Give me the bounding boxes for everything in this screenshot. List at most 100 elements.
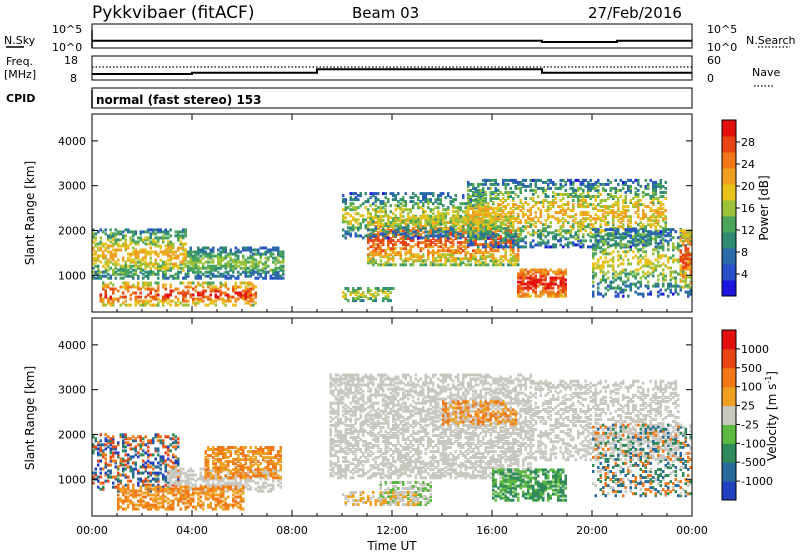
range-time-cell [687, 275, 690, 279]
range-time-cell [169, 293, 172, 297]
range-time-cell [152, 262, 155, 266]
range-time-cell [634, 221, 637, 225]
range-time-cell [394, 208, 397, 212]
colorbar-tick-label: 16 [741, 202, 755, 215]
range-time-cell [192, 260, 195, 264]
range-time-cell [399, 229, 402, 232]
range-time-cell [502, 259, 505, 263]
range-time-cell [522, 280, 525, 284]
range-time-cell [684, 277, 687, 281]
range-time-cell [592, 233, 595, 237]
range-time-cell [272, 268, 275, 272]
range-time-cell [609, 286, 612, 290]
range-time-cell [432, 241, 435, 245]
range-time-cell [472, 249, 475, 253]
range-time-cell [674, 290, 677, 294]
range-time-cell [559, 284, 562, 288]
range-time-cell [682, 233, 685, 237]
range-time-cell [172, 264, 175, 268]
range-time-cell [507, 182, 510, 186]
range-time-cell [602, 182, 605, 186]
range-time-cell [194, 260, 197, 264]
range-time-cell [639, 199, 642, 202]
range-time-cell [479, 209, 482, 213]
range-time-cell [667, 284, 670, 288]
range-time-cell [652, 199, 655, 202]
range-time-cell [477, 217, 480, 221]
range-time-cell [552, 182, 555, 186]
range-time-cell [444, 234, 447, 238]
range-time-cell [589, 245, 592, 249]
range-time-cell [689, 288, 692, 292]
cpid-panel: CPID normal (fast stereo) 153 [6, 87, 693, 109]
range-time-cell [504, 219, 507, 222]
range-time-cell [282, 268, 285, 272]
range-time-cell [379, 225, 382, 228]
range-time-cell [112, 244, 115, 248]
range-time-cell [457, 247, 460, 251]
range-time-cell [507, 259, 510, 263]
range-time-cell [429, 200, 432, 204]
range-time-cell [469, 229, 472, 233]
range-time-cell [527, 276, 530, 280]
range-time-cell [589, 239, 592, 243]
range-time-cell [567, 195, 570, 198]
range-time-cell [599, 280, 602, 284]
range-time-cell [477, 225, 480, 229]
range-time-cell [649, 219, 652, 223]
range-time-cell [612, 203, 615, 207]
range-time-cell [162, 270, 165, 274]
range-time-cell [274, 272, 277, 276]
range-time-cell [369, 239, 372, 243]
range-time-cell [684, 257, 687, 261]
range-time-cell [564, 292, 567, 296]
range-time-cell [539, 215, 542, 219]
range-time-cell [454, 251, 457, 255]
range-time-cell [619, 217, 622, 221]
range-time-cell [352, 224, 355, 228]
range-time-cell [417, 255, 420, 259]
range-time-cell [219, 250, 222, 254]
range-time-cell [612, 280, 615, 284]
range-time-cell [517, 286, 520, 290]
range-time-cell [584, 211, 587, 215]
range-time-cell [509, 247, 512, 251]
range-time-cell [607, 182, 610, 186]
range-time-cell [504, 243, 507, 247]
range-time-cell [559, 270, 562, 274]
range-time-cell [592, 274, 595, 278]
range-time-cell [377, 192, 380, 196]
range-time-cell [572, 235, 575, 239]
range-time-cell [524, 286, 527, 290]
range-time-cell [147, 238, 150, 242]
range-time-cell [612, 266, 615, 270]
range-time-cell [689, 292, 692, 296]
range-time-cell [137, 276, 140, 280]
range-time-cell [492, 243, 495, 247]
range-time-cell [164, 270, 167, 274]
range-time-cell [359, 194, 362, 198]
range-time-cell [219, 285, 222, 289]
range-time-cell [687, 285, 690, 289]
range-time-cell [389, 263, 392, 267]
range-time-cell [432, 249, 435, 253]
range-time-cell [384, 212, 387, 216]
range-time-cell [512, 217, 515, 221]
range-time-cell [484, 245, 487, 249]
range-time-cell [544, 195, 547, 198]
range-time-cell [252, 297, 255, 301]
range-time-cell [687, 253, 690, 257]
range-time-cell [534, 188, 537, 192]
range-time-cell [547, 231, 550, 235]
range-time-cell [507, 235, 510, 239]
range-time-cell [479, 191, 482, 194]
range-time-cell [487, 186, 490, 190]
range-time-cell [447, 212, 450, 216]
range-time-cell [444, 208, 447, 212]
range-time-cell [527, 231, 530, 235]
range-time-cell [392, 287, 395, 290]
range-time-cell [612, 286, 615, 290]
range-time-cell [229, 264, 232, 268]
range-time-cell [164, 272, 167, 276]
range-time-cell [657, 197, 660, 200]
